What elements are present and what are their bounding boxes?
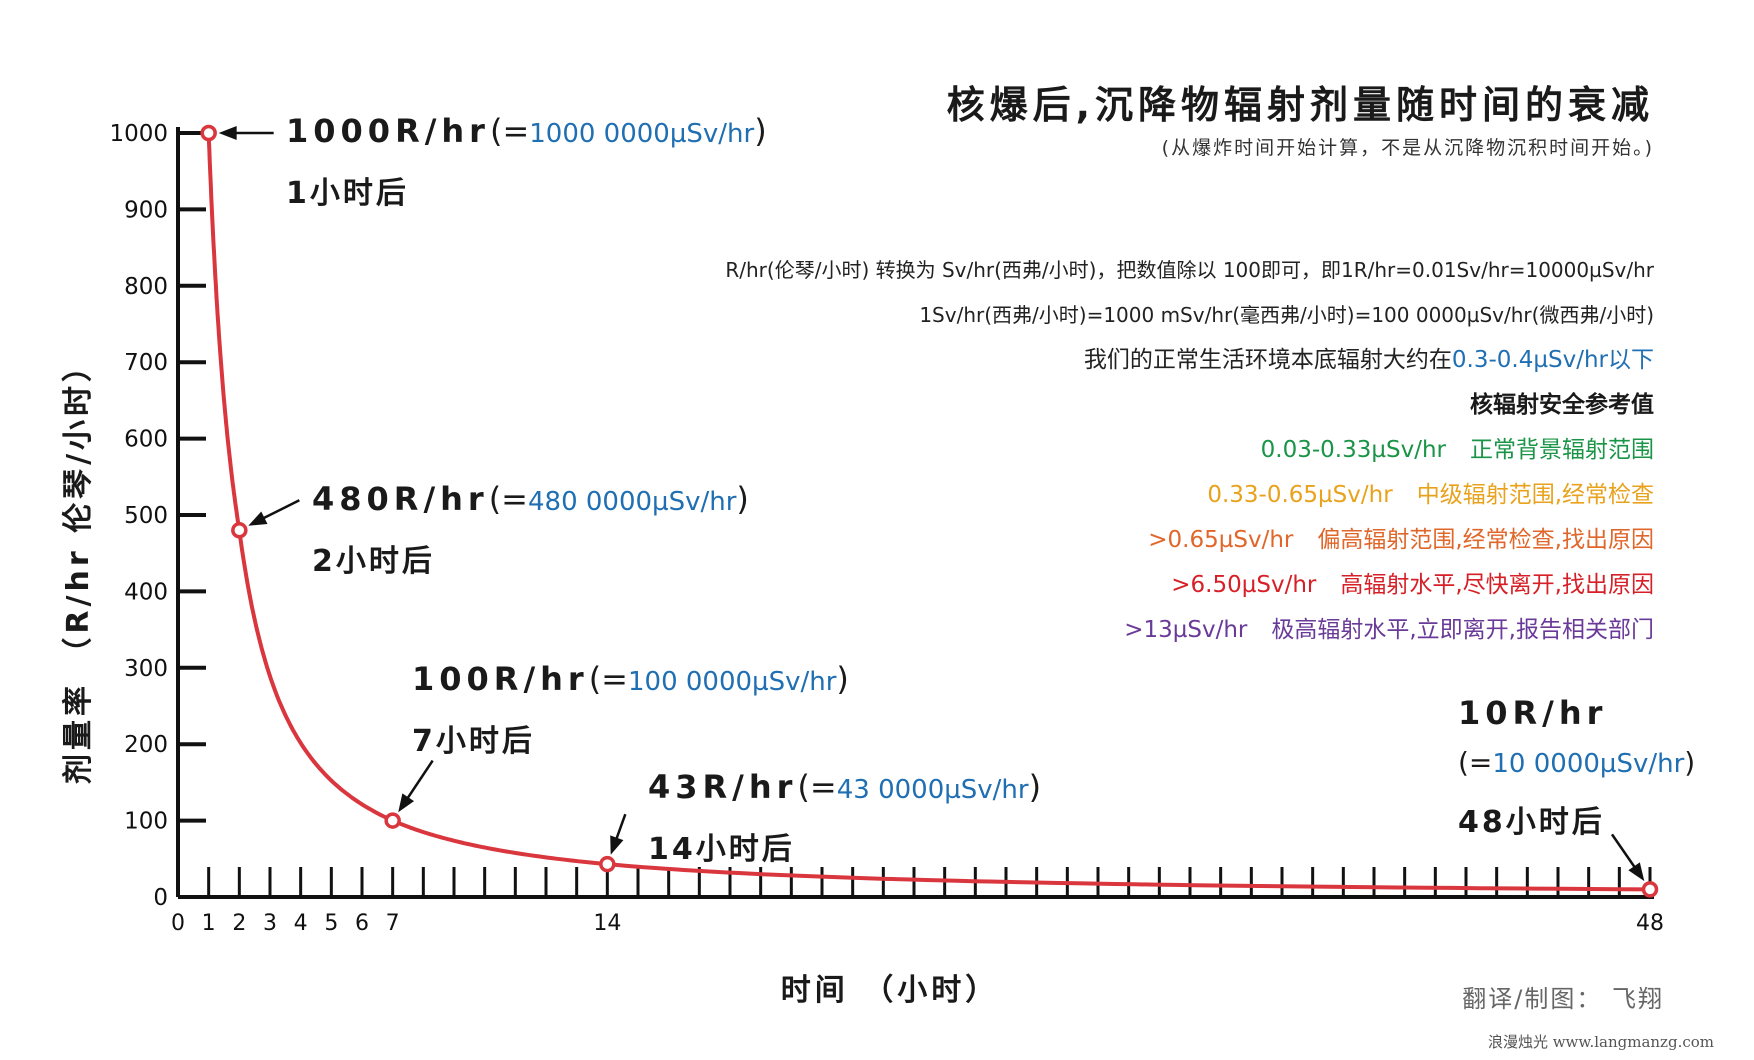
annotation-time: 14小时后 — [648, 832, 795, 867]
safety-desc: 正常背景辐射范围 — [1470, 437, 1654, 463]
chart-title: 核爆后,沉降物辐射剂量随时间的衰减 — [946, 83, 1654, 127]
safety-range: 0.33-0.65µSv/hr — [1207, 482, 1393, 508]
info-panel: R/hr(伦琴/小时) 转换为 Sv/hr(西弗/小时)，把数值除以 100即可… — [725, 248, 1654, 653]
safety-desc: 高辐射水平,尽快离开,找出原因 — [1340, 572, 1654, 598]
data-point — [1641, 881, 1659, 898]
data-point — [384, 812, 401, 829]
safety-level: 0.33-0.65µSv/hr 中级辐射范围,经常检查 — [725, 473, 1654, 518]
x-tick-label: 1 — [202, 911, 216, 936]
background-prefix: 我们的正常生活环境本底辐射大约在 — [1083, 347, 1452, 373]
annotation-time: 1小时后 — [286, 176, 409, 211]
safety-range: >6.50µSv/hr — [1171, 572, 1317, 598]
annotation-rate: 100R/hr — [412, 660, 589, 698]
conversion-note-2: 1Sv/hr(西弗/小时)=1000 mSv/hr(毫西弗/小时)=100 00… — [919, 303, 1654, 327]
safety-range: >13µSv/hr — [1124, 617, 1248, 643]
annotation-time: 2小时后 — [312, 544, 435, 579]
x-tick-label: 4 — [294, 911, 308, 936]
annotation-arrow — [260, 499, 300, 521]
annotation-arrow — [404, 759, 434, 802]
annotation-sv-value: 480 0000µSv/hr — [527, 487, 737, 517]
annotation-48h: 10R/hr (=10 0000µSv/hr) 48小时后 — [1458, 694, 1696, 840]
annotation-rate: 10R/hr — [1458, 694, 1608, 732]
annotation-arrow — [614, 813, 627, 842]
y-tick-label: 600 — [124, 427, 168, 453]
safety-desc: 极高辐射水平,立即离开,报告相关部门 — [1271, 617, 1654, 643]
arrow-head — [218, 126, 237, 140]
safety-desc: 中级辐射范围,经常检查 — [1416, 482, 1654, 508]
safety-title: 核辐射安全参考值 — [1470, 392, 1654, 418]
annotation-sv-value: 1000 0000µSv/hr — [529, 119, 755, 149]
x-tick-label: 5 — [324, 911, 338, 936]
plot-area — [200, 124, 1659, 898]
safety-level: >13µSv/hr 极高辐射水平,立即离开,报告相关部门 — [725, 608, 1654, 653]
annotation-sv-value: 100 0000µSv/hr — [627, 667, 837, 697]
annotation-time: 48小时后 — [1458, 805, 1605, 840]
background-radiation-note: 我们的正常生活环境本底辐射大约在0.3-0.4µSv/hr以下 — [725, 338, 1654, 383]
annotation-rate: 480R/hr — [312, 480, 489, 518]
y-tick-label: 300 — [124, 656, 168, 682]
y-tick-label: 800 — [124, 274, 168, 300]
annotation-2h: 480R/hr(=480 0000µSv/hr) 2小时后 — [312, 480, 749, 579]
annotation-7h: 100R/hr(=100 0000µSv/hr) 7小时后 — [412, 660, 849, 759]
chart-subtitle: (从爆炸时间开始计算，不是从沉降物沉积时间开始。) — [1161, 137, 1654, 159]
data-point — [200, 124, 217, 142]
credit: 翻译/制图： 飞翔 — [1462, 985, 1664, 1013]
safety-level: >0.65µSv/hr 偏高辐射范围,经常检查,找出原因 — [725, 518, 1654, 563]
arrow-head — [1628, 862, 1645, 882]
safety-range: 0.03-0.33µSv/hr — [1260, 437, 1446, 463]
data-point — [231, 522, 248, 539]
data-point — [599, 855, 616, 873]
x-tick-label: 14 — [593, 911, 621, 936]
watermark: 浪漫烛光 www.langmanzg.com — [1487, 1033, 1714, 1051]
background-value: 0.3-0.4µSv/hr以下 — [1451, 347, 1654, 373]
safety-level: 0.03-0.33µSv/hr 正常背景辐射范围 — [725, 428, 1654, 473]
safety-range: >0.65µSv/hr — [1148, 527, 1294, 553]
annotation-arrow — [1610, 833, 1638, 871]
y-tick-label: 0 — [153, 885, 168, 911]
y-tick-label: 500 — [124, 503, 168, 529]
y-axis-title: 剂量率 （R/hr 伦琴/小时） — [61, 348, 96, 784]
x-tick-label: 7 — [386, 911, 400, 936]
y-tick-label: 1000 — [109, 121, 168, 147]
title-block: 核爆后,沉降物辐射剂量随时间的衰减 (从爆炸时间开始计算，不是从沉降物沉积时间开… — [947, 74, 1654, 160]
x-axis-title: 时间 （小时） — [781, 973, 999, 1008]
y-tick-label: 700 — [124, 350, 168, 376]
x-tick-label: 6 — [355, 911, 369, 936]
y-tick-label: 400 — [124, 579, 168, 605]
arrow-head — [610, 835, 624, 855]
annotation-14h: 43R/hr(=43 0000µSv/hr) 14小时后 — [648, 768, 1042, 867]
safety-desc: 偏高辐射范围,经常检查,找出原因 — [1317, 527, 1654, 553]
y-tick-label: 200 — [124, 732, 168, 758]
annotation-sv-value: 43 0000µSv/hr — [836, 775, 1029, 805]
annotation-sv-value: 10 0000µSv/hr — [1492, 749, 1685, 779]
safety-level: >6.50µSv/hr 高辐射水平,尽快离开,找出原因 — [725, 563, 1654, 608]
annotation-1h: 1000R/hr(=1000 0000µSv/hr) 1小时后 — [286, 112, 767, 211]
x-tick-label: 48 — [1636, 911, 1664, 936]
arrow-head — [248, 511, 268, 526]
annotation-rate: 43R/hr — [648, 768, 798, 806]
y-tick-label: 900 — [124, 197, 168, 223]
annotation-rate: 1000R/hr — [286, 112, 490, 150]
conversion-note-1: R/hr(伦琴/小时) 转换为 Sv/hr(西弗/小时)，把数值除以 100即可… — [725, 258, 1654, 282]
annotation-time: 7小时后 — [412, 724, 535, 759]
x-tick-label: 0 — [171, 911, 185, 936]
x-tick-label: 2 — [232, 911, 246, 936]
x-tick-label: 3 — [263, 911, 277, 936]
arrow-head — [398, 793, 415, 813]
y-tick-label: 100 — [124, 809, 168, 835]
